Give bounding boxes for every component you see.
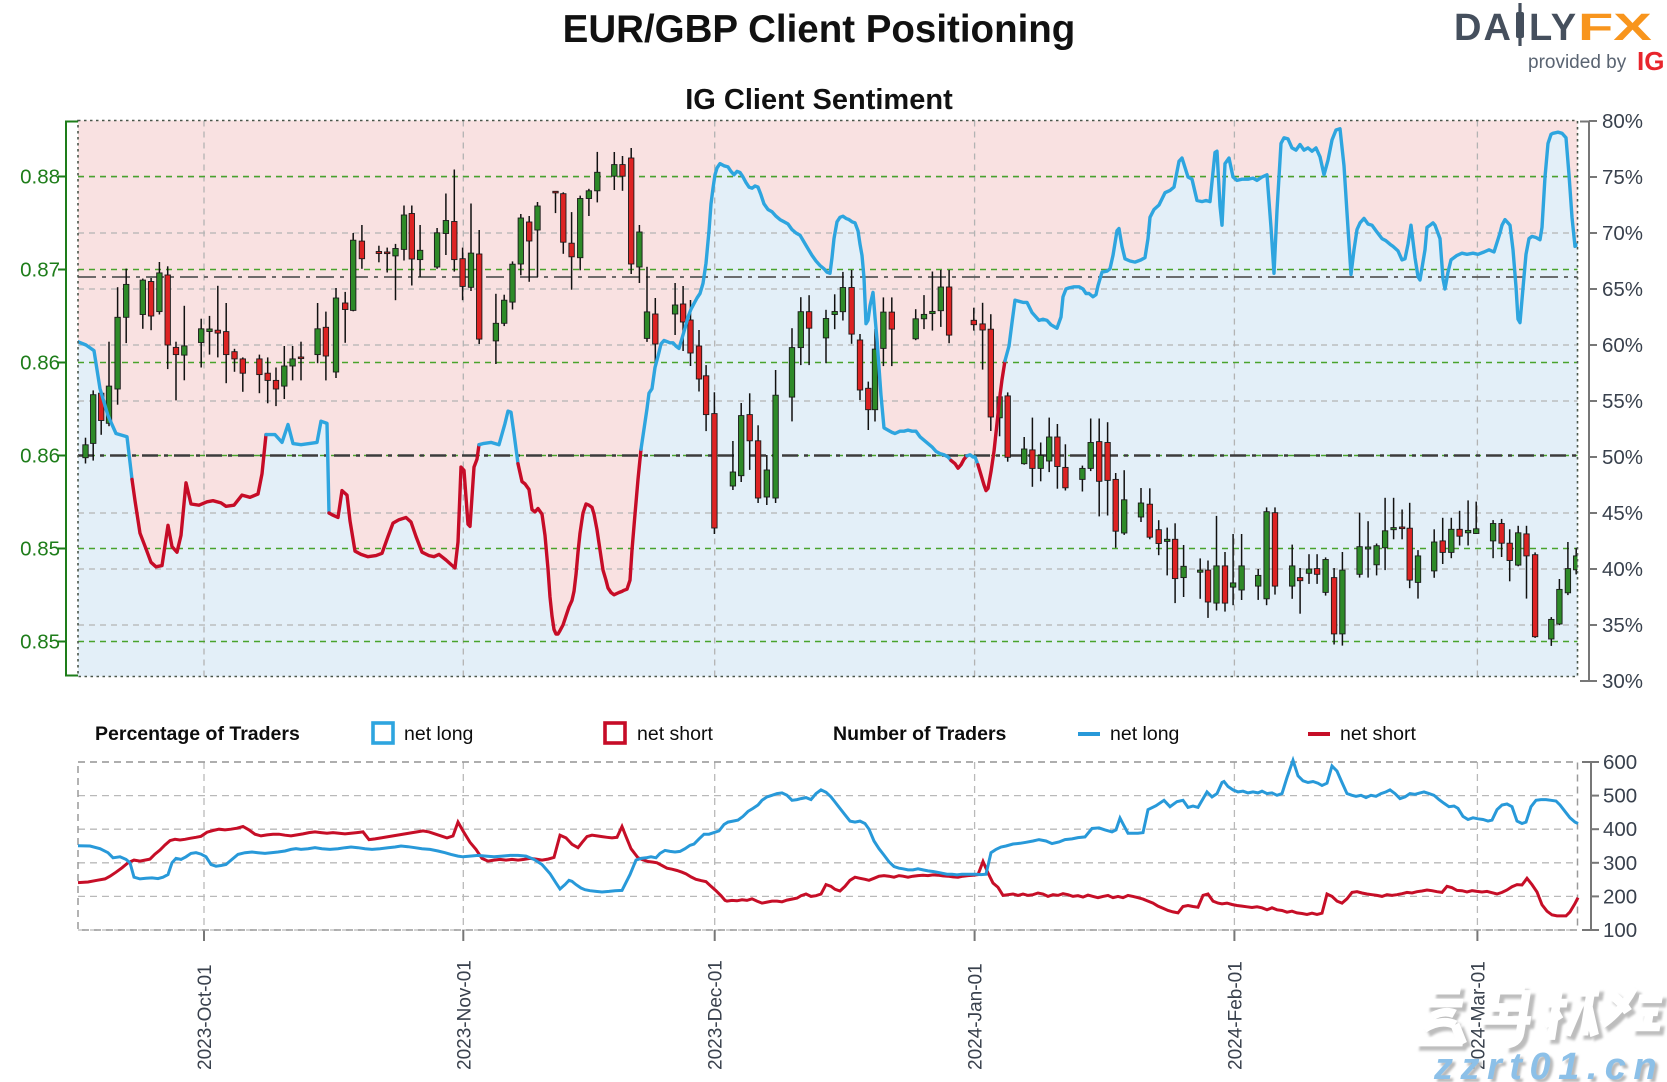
svg-text:65%: 65% [1602,278,1643,301]
svg-text:500: 500 [1603,785,1637,808]
svg-text:50%: 50% [1602,446,1643,469]
svg-text:net short: net short [1340,723,1416,745]
svg-text:0.85: 0.85 [20,631,60,654]
svg-text:zzrt01.cn: zzrt01.cn [1433,1046,1664,1082]
svg-text:zzrt01.cn: zzrt01.cn [1436,1049,1667,1082]
svg-text:100: 100 [1603,919,1637,942]
svg-text:45%: 45% [1602,502,1643,525]
svg-text:0.88: 0.88 [20,166,60,189]
svg-text:IG Client Sentiment: IG Client Sentiment [685,84,953,116]
svg-text:2024-Mar-01: 2024-Mar-01 [1468,961,1489,1070]
svg-text:net long: net long [404,723,473,745]
svg-text:0.85: 0.85 [20,538,60,561]
svg-text:200: 200 [1603,885,1637,908]
svg-text:60%: 60% [1602,334,1643,357]
svg-text:Number of Traders: Number of Traders [833,723,1007,745]
svg-text:0.86: 0.86 [20,352,60,375]
svg-text:0.87: 0.87 [20,259,60,282]
svg-text:35%: 35% [1602,614,1643,637]
svg-text:IG: IG [1637,46,1664,76]
svg-text:2023-Oct-01: 2023-Oct-01 [195,964,216,1070]
svg-text:600: 600 [1603,751,1637,774]
svg-text:75%: 75% [1602,166,1643,189]
svg-text:net long: net long [1110,723,1179,745]
svg-text:FX: FX [1578,7,1652,49]
svg-text:30%: 30% [1602,670,1643,693]
svg-text:80%: 80% [1602,110,1643,133]
svg-text:2023-Nov-01: 2023-Nov-01 [454,960,475,1070]
svg-text:0.86: 0.86 [20,445,60,468]
svg-text:Percentage of Traders: Percentage of Traders [95,723,300,745]
svg-text:55%: 55% [1602,390,1643,413]
svg-text:provided by: provided by [1528,52,1627,73]
svg-text:2023-Dec-01: 2023-Dec-01 [706,960,727,1070]
svg-text:400: 400 [1603,818,1637,841]
svg-text:net short: net short [637,723,713,745]
svg-text:EUR/GBP Client Positioning: EUR/GBP Client Positioning [563,8,1076,51]
svg-text:LY: LY [1529,7,1578,49]
svg-text:300: 300 [1603,852,1637,875]
svg-text:40%: 40% [1602,558,1643,581]
svg-text:2024-Feb-01: 2024-Feb-01 [1225,961,1246,1070]
svg-text:2024-Jan-01: 2024-Jan-01 [966,963,987,1070]
svg-text:70%: 70% [1602,222,1643,245]
svg-text:DA: DA [1454,7,1513,49]
